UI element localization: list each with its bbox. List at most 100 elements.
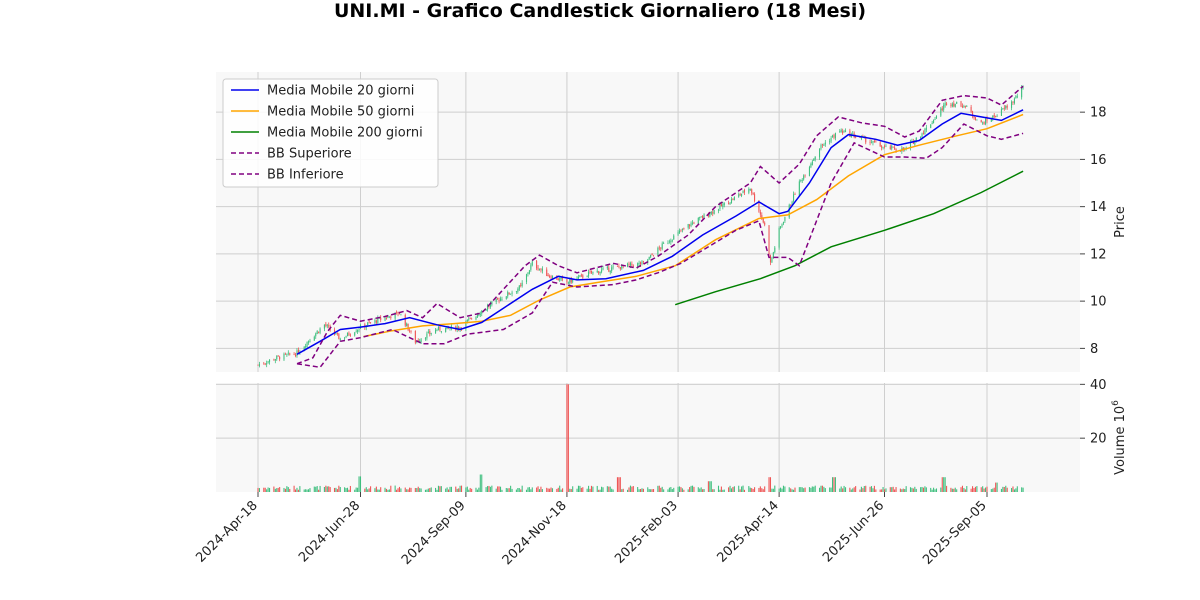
candle-body (728, 203, 730, 205)
candle-body (707, 215, 709, 217)
volume-bar (566, 384, 568, 492)
volume-bar (648, 489, 650, 492)
candle-body (993, 114, 995, 117)
volume-bar (619, 477, 621, 492)
candle-body (670, 240, 672, 243)
candle-body (572, 279, 574, 282)
candle-body (507, 291, 509, 297)
volume-bar (921, 486, 923, 492)
volume-bar (469, 487, 471, 492)
volume-bar (306, 489, 308, 492)
candle-body (601, 269, 603, 273)
volume-bar (466, 486, 468, 492)
volume-bar (507, 488, 509, 492)
volume-bar (599, 489, 601, 492)
candle-body (478, 314, 480, 316)
volume-bar (579, 485, 581, 492)
volume-bar (284, 488, 286, 492)
candle-body (970, 106, 972, 113)
volume-bar (495, 488, 497, 492)
volume-bar (972, 486, 974, 492)
volume-bar (690, 485, 692, 492)
volume-bar (489, 486, 491, 492)
volume-bar (889, 487, 891, 492)
candle-body (479, 313, 481, 315)
candle-body (940, 108, 942, 116)
candle-body (1006, 105, 1008, 108)
candle-body (439, 326, 441, 331)
volume-bar (801, 487, 803, 492)
candle-body (510, 293, 512, 295)
volume-bar (570, 489, 572, 492)
volume-bar (309, 488, 311, 492)
volume-bar (435, 487, 437, 492)
candle-body (609, 270, 611, 273)
candle-body (303, 346, 305, 352)
candle-body (269, 359, 271, 362)
candle-body (839, 131, 841, 133)
volume-bar (804, 487, 806, 492)
volume-bar (941, 477, 943, 492)
volume-bar (993, 487, 995, 492)
volume-bar (576, 488, 578, 492)
candle-body (406, 323, 408, 327)
volume-bar (741, 486, 743, 492)
volume-bar (1005, 485, 1007, 492)
x-axis: 2024-Apr-18 2024-Jun-28 2024-Sep-09 2024-No… (193, 492, 990, 568)
candle-body (536, 260, 538, 269)
candle-body (920, 136, 922, 138)
candle-body (616, 265, 618, 267)
volume-bar (881, 489, 883, 492)
candle-body (663, 243, 665, 244)
candle-body (687, 224, 689, 228)
volume-bar (358, 476, 360, 492)
volume-bar (485, 487, 487, 492)
candle-body (355, 331, 357, 333)
volume-bar (960, 487, 962, 492)
volume-bar (540, 486, 542, 492)
chart-title: UNI.MI - Grafico Candlestick Giornaliero… (333, 0, 867, 22)
volume-bar (885, 488, 887, 492)
volume-bar (849, 487, 851, 492)
candle-body (397, 311, 399, 315)
volume-bar (920, 487, 922, 492)
volume-bar (1022, 487, 1024, 492)
candle-body (889, 146, 891, 150)
volume-bar (963, 487, 965, 492)
candle-body (1012, 101, 1014, 103)
volume-bar (380, 487, 382, 492)
volume-bar (852, 488, 854, 492)
candle-body (579, 275, 581, 277)
volume-bar (840, 486, 842, 492)
volume-bar (616, 477, 618, 492)
volume-bar (950, 487, 952, 492)
volume-bar (943, 477, 945, 492)
volume-bar (748, 486, 750, 492)
volume-bar (437, 485, 439, 492)
x-tick-label: 2024-Jun-28 (296, 498, 363, 565)
candle-body (538, 269, 541, 270)
volume-bar (940, 487, 942, 492)
volume-bar (882, 487, 884, 492)
x-tick-label: 2024-Apr-18 (193, 498, 260, 565)
volume-bar (925, 487, 927, 492)
candle-body (829, 141, 831, 143)
candle-body (833, 134, 835, 138)
candle-body (328, 325, 330, 327)
candle-body (780, 226, 782, 229)
candle-body (409, 330, 411, 332)
candle-body (400, 314, 402, 316)
candle-body (618, 266, 620, 267)
volume-bar (267, 487, 269, 492)
volume-bar (384, 487, 386, 492)
candle-body (764, 222, 766, 225)
volume-bar (471, 488, 473, 492)
volume-bar (667, 489, 669, 492)
candle-body (550, 276, 552, 279)
volume-bar (697, 487, 699, 492)
volume-bar (409, 487, 411, 492)
candle-body (628, 263, 630, 265)
volume-bar (530, 489, 532, 492)
candle-body (995, 116, 997, 118)
candle-body (720, 203, 722, 207)
